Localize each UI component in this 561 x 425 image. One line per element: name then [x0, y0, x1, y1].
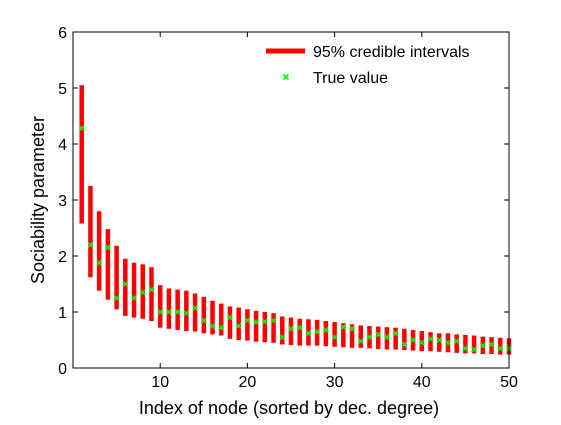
true-value-marker [183, 310, 190, 317]
true-value-marker [357, 338, 364, 345]
true-value-marker [122, 281, 129, 287]
true-value-marker [488, 341, 495, 348]
true-value-marker [192, 305, 199, 312]
true-value-marker [401, 341, 408, 348]
true-value-marker [165, 309, 172, 315]
true-value-marker [244, 317, 251, 324]
true-value-marker [392, 330, 399, 337]
true-value-marker [113, 295, 120, 301]
true-value-marker [366, 334, 373, 341]
legend-true-value-swatch [282, 73, 290, 81]
true-value-marker [497, 345, 504, 352]
y-tick-label: 0 [58, 361, 67, 378]
true-value-marker [453, 338, 460, 345]
true-value-marker [340, 324, 347, 331]
true-value-marker [253, 319, 260, 326]
true-value-marker [445, 339, 451, 346]
true-value-marker [471, 346, 478, 353]
true-value-marker [322, 326, 329, 333]
true-value-marker [139, 289, 146, 296]
true-value-marker [261, 318, 268, 325]
true-value-marker [349, 325, 355, 332]
y-axis-label: Sociability parameter [28, 116, 48, 284]
true-value-marker [78, 125, 85, 132]
x-tick-label: 50 [500, 374, 518, 391]
y-tick-label: 1 [58, 305, 67, 322]
true-value-marker [305, 330, 312, 337]
true-value-marker [427, 335, 434, 342]
x-tick-label: 30 [326, 374, 344, 391]
true-value-marker [279, 334, 286, 341]
y-tick-label: 5 [58, 81, 67, 98]
true-value-marker [288, 325, 294, 332]
y-tick-label: 6 [58, 25, 67, 42]
axes-background [73, 32, 509, 368]
true-value-marker [331, 334, 338, 341]
true-value-marker [218, 324, 225, 331]
x-tick-label: 20 [239, 374, 257, 391]
true-value-marker [479, 342, 486, 349]
true-value-marker [157, 309, 164, 315]
true-value-markers [78, 125, 512, 353]
true-value-marker [410, 337, 417, 343]
true-value-marker [104, 244, 111, 251]
true-value-marker [462, 345, 469, 352]
x-tick-label: 10 [151, 374, 169, 391]
true-value-marker [314, 328, 321, 335]
true-value-marker [235, 323, 242, 329]
true-value-marker [436, 337, 443, 343]
x-axis-label: Index of node (sorted by dec. degree) [139, 398, 439, 418]
true-value-marker [270, 317, 277, 324]
true-value-marker [375, 331, 382, 338]
y-tick-label: 4 [58, 137, 67, 154]
y-tick-label: 3 [58, 193, 67, 210]
true-value-marker [296, 324, 303, 331]
true-value-marker [383, 334, 390, 341]
legend-true-value-label: True value [313, 70, 388, 87]
true-value-marker [209, 323, 216, 329]
true-value-marker [96, 259, 103, 266]
true-value-marker [418, 339, 425, 346]
y-ticks: 0 1 2 3 4 5 6 [58, 25, 509, 378]
x-tick-label: 40 [413, 374, 431, 391]
true-value-marker [87, 241, 94, 248]
x-ticks: 10 20 30 40 50 [151, 32, 518, 391]
true-value-marker [227, 314, 233, 321]
true-value-marker [174, 309, 181, 315]
true-value-marker [200, 317, 207, 324]
legend-intervals-label: 95% credible intervals [313, 44, 470, 61]
true-value-marker [148, 286, 155, 293]
interval-bars [79, 85, 512, 355]
true-value-marker [131, 295, 137, 301]
y-tick-label: 2 [58, 249, 67, 266]
legend: 95% credible intervals True value [266, 44, 470, 87]
